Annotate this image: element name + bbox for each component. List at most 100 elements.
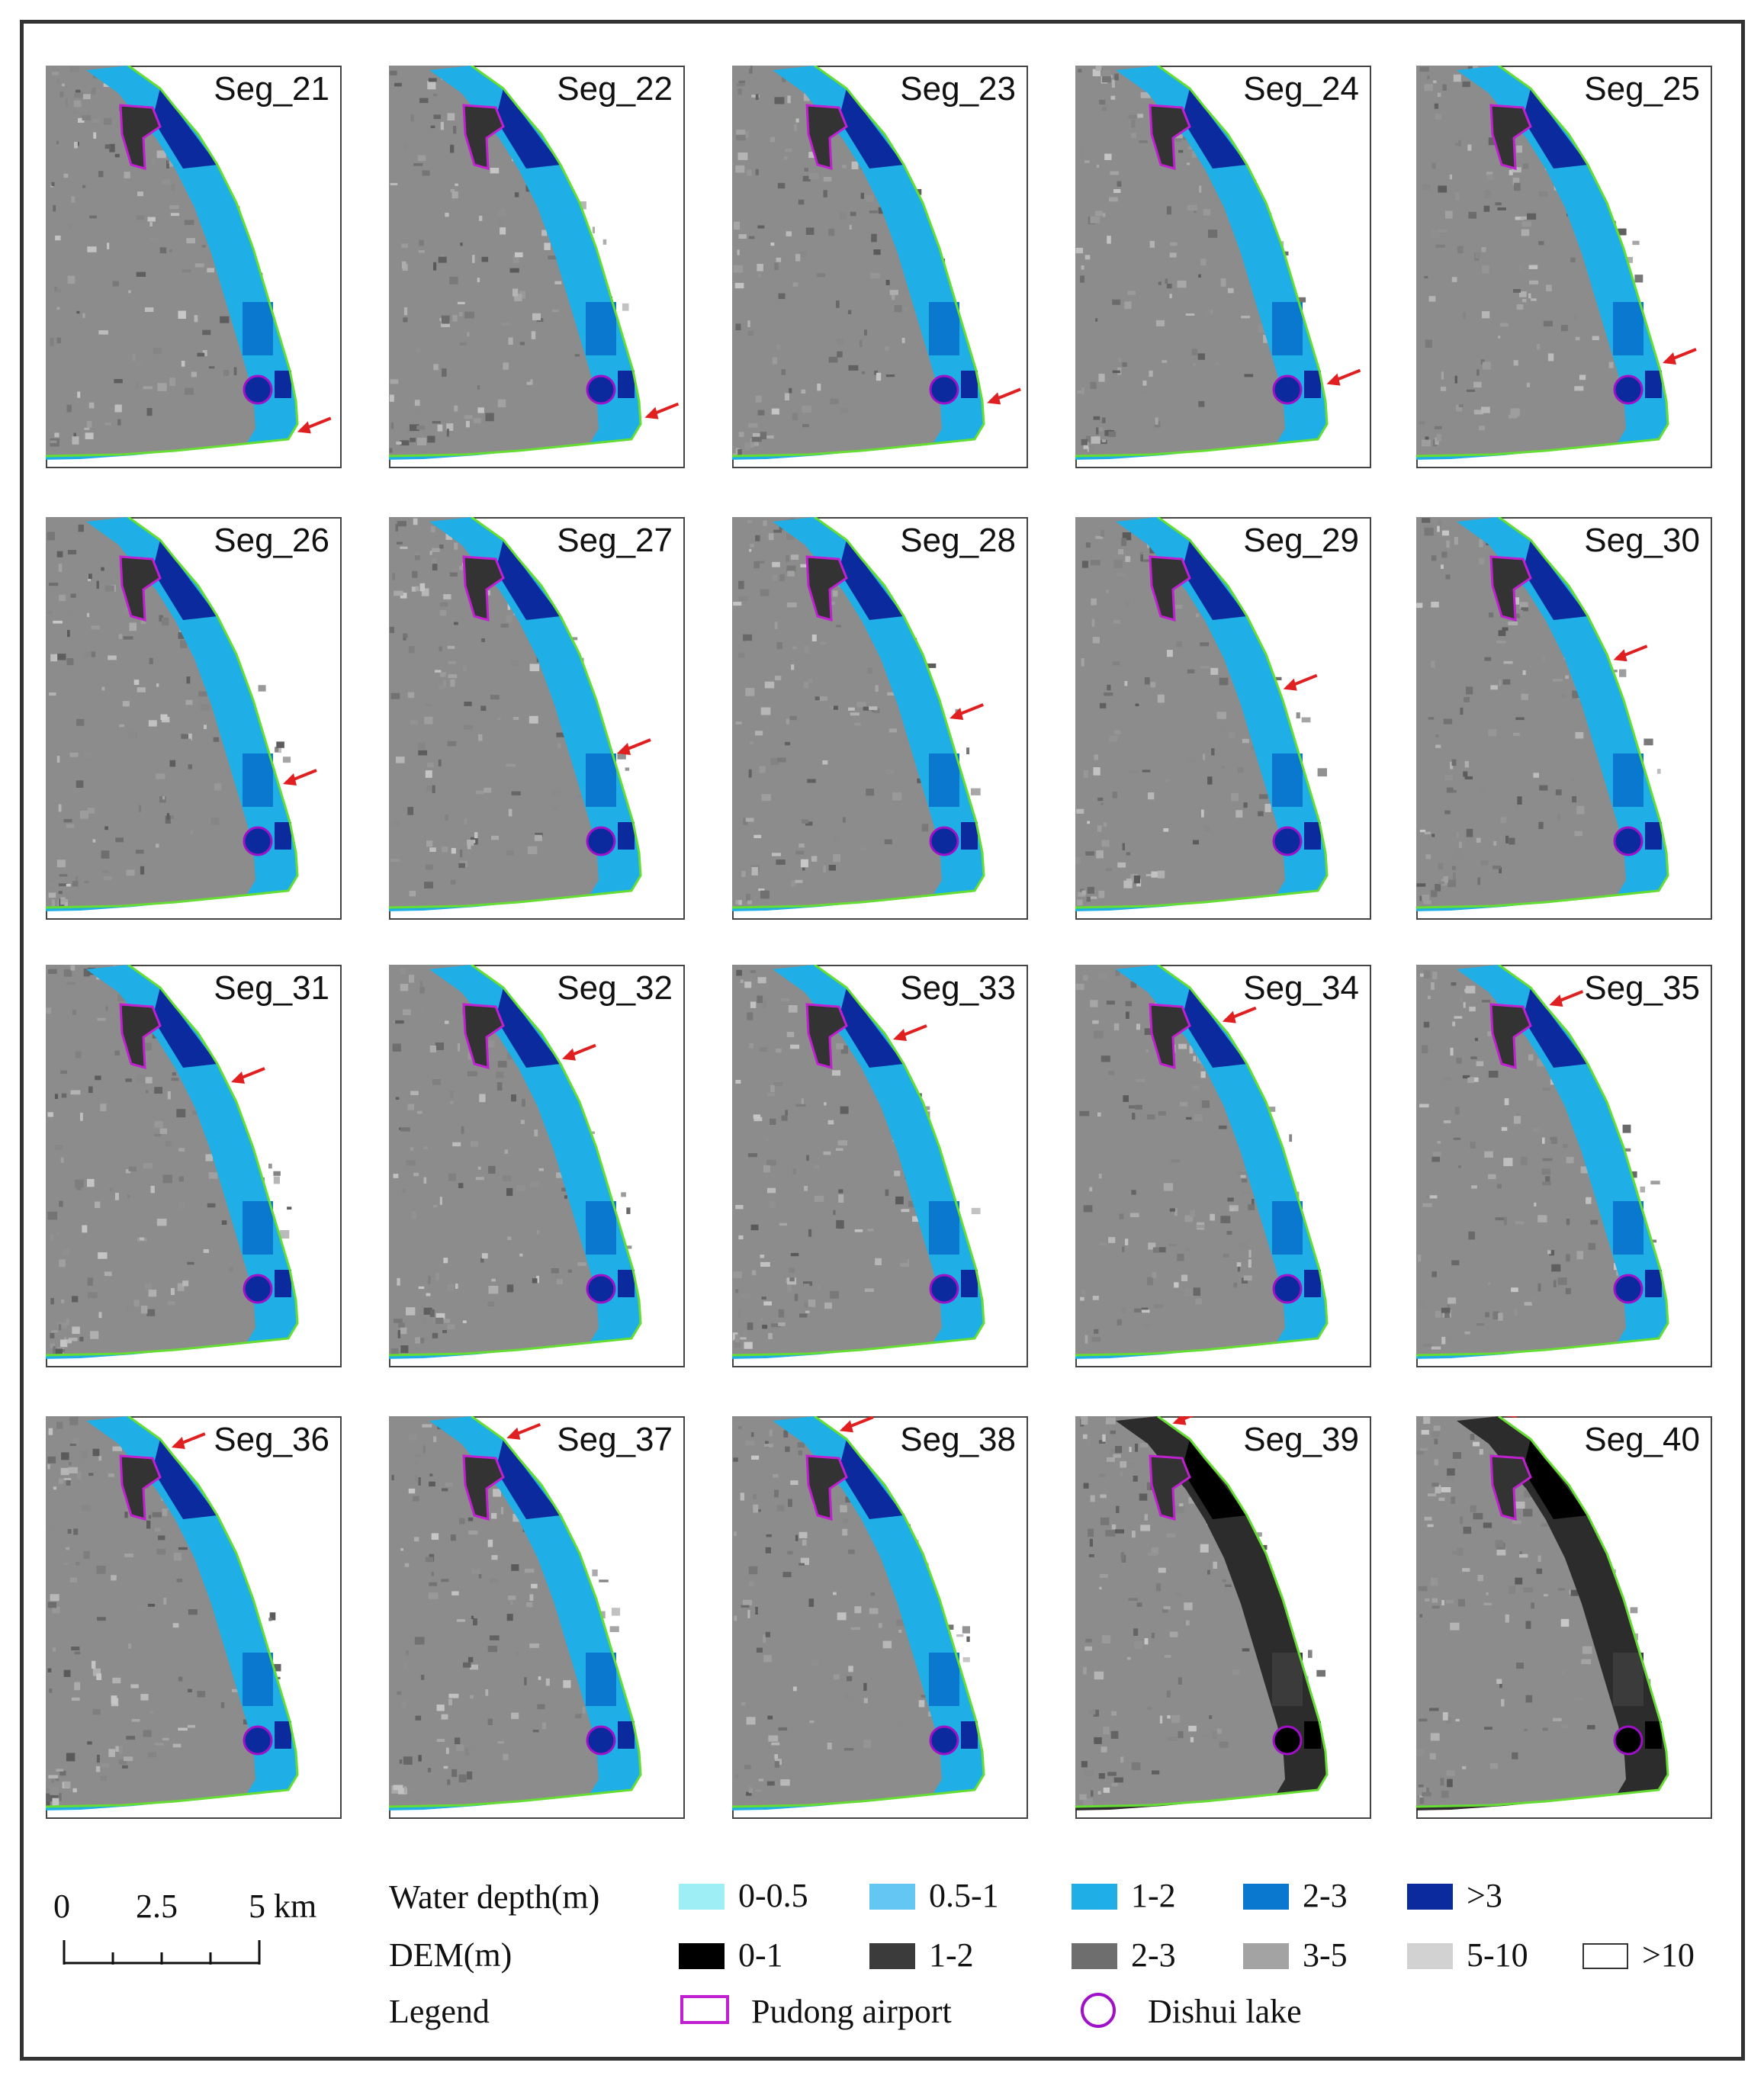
segment-label: Seg_39 — [1243, 1421, 1359, 1458]
land-area — [46, 66, 297, 456]
segment-label: Seg_34 — [1243, 969, 1359, 1007]
breach-arrow — [231, 1067, 265, 1084]
breach-arrow — [1613, 644, 1648, 662]
breach-arrow — [1222, 1006, 1257, 1023]
airport-label: Pudong airport — [751, 1993, 952, 2030]
map-panel-graphic — [732, 1416, 1028, 1819]
airport-symbol — [680, 1995, 729, 2024]
map-panel-graphic — [389, 965, 685, 1367]
segment-label: Seg_27 — [557, 522, 673, 559]
breach-arrow — [283, 769, 317, 786]
map-panel-graphic — [1075, 1416, 1371, 1819]
land-area — [732, 66, 984, 456]
dem-class-label: 5-10 — [1467, 1936, 1528, 1974]
segment-label: Seg_37 — [557, 1421, 673, 1458]
map-panel-graphic — [1416, 965, 1712, 1367]
segment-label: Seg_21 — [214, 70, 329, 108]
segment-label: Seg_22 — [557, 70, 673, 108]
dem-class-label: 0-1 — [738, 1936, 783, 1974]
segment-label: Seg_29 — [1243, 522, 1359, 559]
segment-label: Seg_36 — [214, 1421, 329, 1458]
map-panel-graphic — [1416, 66, 1712, 468]
map-panel: Seg_34 — [1075, 965, 1371, 1367]
map-panel-graphic — [732, 517, 1028, 920]
scale-label-2-5: 2.5 — [136, 1888, 178, 1925]
breach-arrow — [171, 1432, 206, 1449]
map-panel: Seg_23 — [732, 66, 1028, 468]
dem-class-swatch — [1582, 1943, 1628, 1969]
land-area — [1075, 517, 1327, 908]
map-panel: Seg_25 — [1416, 66, 1712, 468]
map-panel-graphic — [1075, 517, 1371, 920]
segment-label: Seg_38 — [900, 1421, 1016, 1458]
breach-arrow — [297, 416, 332, 434]
map-panel: Seg_32 — [389, 965, 685, 1367]
land-area — [732, 965, 984, 1355]
water-class-label: 2-3 — [1303, 1877, 1348, 1914]
map-panel-graphic — [1416, 1416, 1712, 1819]
legend-title: Legend — [389, 1993, 490, 2030]
lake-symbol — [1081, 1993, 1116, 2028]
land-area — [389, 517, 641, 908]
water-class-label: >3 — [1467, 1877, 1502, 1914]
water-class-swatch — [1243, 1884, 1289, 1910]
water-class-label: 0.5-1 — [929, 1877, 999, 1914]
map-panel: Seg_21 — [46, 66, 342, 468]
dem-class-label: 2-3 — [1131, 1936, 1176, 1974]
map-panel-graphic — [389, 517, 685, 920]
dem-class-swatch — [1407, 1943, 1453, 1969]
dem-class-label: 1-2 — [929, 1936, 974, 1974]
map-panel: Seg_37 — [389, 1416, 685, 1819]
map-panel-graphic — [46, 66, 342, 468]
land-area — [1075, 1416, 1327, 1807]
segment-label: Seg_24 — [1243, 70, 1359, 108]
map-panel: Seg_39 — [1075, 1416, 1371, 1819]
map-panel-graphic — [389, 66, 685, 468]
land-area — [46, 1416, 297, 1807]
map-panel: Seg_35 — [1416, 965, 1712, 1367]
segment-label: Seg_28 — [900, 522, 1016, 559]
land-area — [389, 965, 641, 1355]
map-panel: Seg_33 — [732, 965, 1028, 1367]
breach-arrow — [1172, 1416, 1194, 1425]
map-panel-graphic — [389, 1416, 685, 1819]
dem-title: DEM(m) — [389, 1936, 512, 1974]
map-panel-graphic — [1075, 965, 1371, 1367]
map-panel-graphic — [1075, 66, 1371, 468]
breach-arrow — [1283, 673, 1318, 691]
map-panel: Seg_31 — [46, 965, 342, 1367]
map-panel-graphic — [732, 66, 1028, 468]
map-panel: Seg_38 — [732, 1416, 1028, 1819]
segment-label: Seg_33 — [900, 969, 1016, 1007]
map-panel-graphic — [1416, 517, 1712, 920]
dem-class-swatch — [1243, 1943, 1289, 1969]
water-class-swatch — [1072, 1884, 1117, 1910]
water-class-label: 0-0.5 — [738, 1877, 808, 1914]
map-panel-graphic — [732, 965, 1028, 1367]
water-class-swatch — [869, 1884, 915, 1910]
scale-label-5km: 5 km — [249, 1888, 317, 1925]
breach-arrow — [1663, 348, 1697, 365]
segment-label: Seg_32 — [557, 969, 673, 1007]
dem-class-label: 3-5 — [1303, 1936, 1348, 1974]
dem-class-swatch — [679, 1943, 725, 1969]
scale-label-0: 0 — [53, 1888, 70, 1925]
map-panel: Seg_36 — [46, 1416, 342, 1819]
water-class-swatch — [1407, 1884, 1453, 1910]
scale-bar-graphic — [63, 1940, 261, 1965]
land-area — [46, 965, 297, 1355]
lake-label: Dishui lake — [1148, 1993, 1302, 2030]
breach-arrow — [562, 1043, 596, 1061]
segment-label: Seg_40 — [1584, 1421, 1700, 1458]
map-panel-graphic — [46, 1416, 342, 1819]
map-panel: Seg_22 — [389, 66, 685, 468]
land-area — [389, 1416, 641, 1807]
land-area — [46, 517, 297, 908]
map-panel: Seg_29 — [1075, 517, 1371, 920]
breach-arrow — [617, 738, 651, 755]
map-panel: Seg_24 — [1075, 66, 1371, 468]
map-panel: Seg_30 — [1416, 517, 1712, 920]
breach-arrow — [1326, 368, 1361, 386]
water-class-swatch — [679, 1884, 725, 1910]
segment-label: Seg_23 — [900, 70, 1016, 108]
